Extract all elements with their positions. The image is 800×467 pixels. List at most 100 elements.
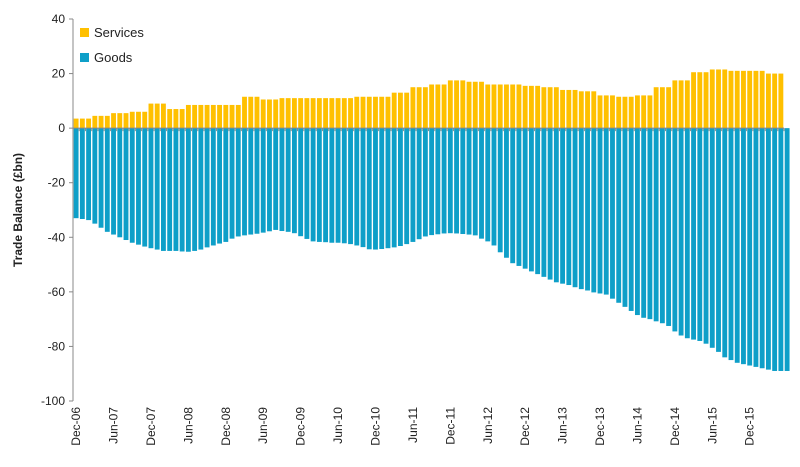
services-bar bbox=[435, 84, 441, 129]
goods-bar bbox=[179, 128, 185, 252]
x-tick-label: Dec-11 bbox=[443, 407, 457, 445]
x-tick-label: Jun-11 bbox=[406, 407, 420, 443]
services-bar bbox=[129, 111, 135, 129]
goods-bar bbox=[472, 128, 478, 236]
goods-bar bbox=[703, 128, 709, 344]
goods-bar bbox=[672, 128, 678, 332]
x-tick-label: Jun-12 bbox=[481, 407, 495, 444]
goods-bar bbox=[142, 128, 148, 247]
services-bar bbox=[553, 87, 559, 129]
goods-bar bbox=[123, 128, 129, 241]
goods-bar bbox=[254, 128, 260, 234]
x-tick-label: Dec-10 bbox=[368, 407, 382, 446]
services-bar bbox=[185, 104, 191, 129]
services-bar bbox=[684, 80, 690, 129]
goods-bar bbox=[242, 128, 247, 236]
services-bar bbox=[167, 109, 173, 129]
legend-swatch-services bbox=[80, 28, 89, 37]
goods-bar bbox=[329, 128, 335, 243]
goods-bar bbox=[628, 128, 634, 311]
goods-bar bbox=[697, 128, 703, 341]
y-tick-labels: 40 20 0 -20 -40 -60 -80 -100 bbox=[41, 12, 65, 408]
legend-swatch-goods bbox=[80, 53, 89, 62]
services-bar bbox=[728, 70, 734, 129]
goods-bar bbox=[79, 128, 85, 219]
y-tick-label: 20 bbox=[52, 67, 66, 81]
goods-bar bbox=[728, 128, 734, 361]
goods-bar bbox=[310, 128, 316, 242]
services-bar bbox=[385, 96, 391, 129]
services-bar bbox=[709, 69, 715, 129]
goods-bar bbox=[422, 128, 428, 237]
goods-bar bbox=[622, 128, 628, 307]
services-bar bbox=[379, 96, 385, 129]
services-bar bbox=[79, 118, 85, 129]
services-bar bbox=[398, 92, 403, 129]
services-bar bbox=[111, 113, 116, 129]
services-bar bbox=[603, 95, 609, 129]
services-bar bbox=[522, 85, 528, 129]
goods-bar bbox=[167, 128, 173, 251]
x-tick-label: Dec-12 bbox=[518, 407, 532, 446]
legend-label-goods: Goods bbox=[94, 50, 133, 65]
services-bar bbox=[765, 73, 771, 129]
x-tick-label: Jun-14 bbox=[630, 407, 644, 444]
goods-bar bbox=[291, 128, 297, 234]
services-bar bbox=[759, 70, 765, 129]
x-tick-label: Jun-08 bbox=[181, 407, 195, 444]
bars-layer bbox=[73, 69, 790, 371]
goods-bar bbox=[553, 128, 559, 283]
services-bar bbox=[497, 84, 503, 129]
services-bar bbox=[298, 98, 304, 129]
goods-bar bbox=[92, 128, 98, 224]
goods-bar bbox=[416, 128, 422, 240]
services-bar bbox=[242, 96, 247, 129]
services-bar bbox=[316, 98, 322, 129]
services-bar bbox=[454, 80, 459, 129]
services-bar bbox=[535, 85, 541, 129]
goods-bar bbox=[597, 128, 603, 294]
goods-bar bbox=[204, 128, 210, 248]
services-bar bbox=[741, 70, 746, 129]
goods-bar bbox=[148, 128, 154, 249]
goods-bar bbox=[267, 128, 272, 232]
services-bar bbox=[148, 103, 154, 129]
goods-bar bbox=[173, 128, 179, 251]
goods-bar bbox=[210, 128, 216, 246]
goods-bar bbox=[385, 128, 391, 249]
goods-bar bbox=[616, 128, 622, 303]
services-bar bbox=[366, 96, 372, 129]
services-bar bbox=[635, 95, 640, 129]
goods-bar bbox=[391, 128, 397, 248]
x-tick-label: Dec-14 bbox=[668, 407, 682, 446]
services-bar bbox=[672, 80, 678, 129]
goods-bar bbox=[192, 128, 198, 251]
services-bar bbox=[360, 96, 366, 129]
goods-bar bbox=[741, 128, 746, 365]
services-bar bbox=[279, 98, 285, 129]
goods-bar bbox=[691, 128, 696, 340]
goods-bar bbox=[497, 128, 503, 253]
y-tick-label: -60 bbox=[48, 285, 66, 299]
services-bar bbox=[329, 98, 335, 129]
services-bar bbox=[647, 95, 653, 129]
services-bar bbox=[610, 95, 615, 129]
goods-bar bbox=[117, 128, 123, 238]
goods-bar bbox=[722, 128, 728, 358]
goods-bar bbox=[504, 128, 509, 258]
services-bar bbox=[659, 87, 665, 129]
goods-bar bbox=[585, 128, 590, 291]
services-bar bbox=[678, 80, 684, 129]
services-bar bbox=[73, 118, 79, 129]
y-tick-label: -40 bbox=[48, 230, 66, 244]
goods-bar bbox=[129, 128, 135, 243]
y-tick-label: 0 bbox=[58, 121, 65, 135]
goods-bar bbox=[279, 128, 285, 232]
services-bar bbox=[323, 98, 329, 129]
services-bar bbox=[223, 104, 229, 129]
goods-bar bbox=[603, 128, 609, 295]
services-bar bbox=[248, 96, 254, 129]
x-tick-label: Jun-15 bbox=[705, 407, 719, 444]
services-bar bbox=[373, 96, 378, 129]
